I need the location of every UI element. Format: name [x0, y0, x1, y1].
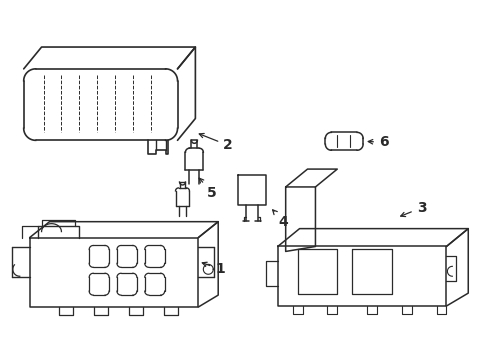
Text: 2: 2 [199, 134, 232, 152]
Text: 3: 3 [400, 201, 426, 217]
Text: 4: 4 [272, 210, 288, 229]
Text: 5: 5 [199, 178, 217, 200]
Text: 1: 1 [202, 262, 224, 276]
Text: 6: 6 [367, 135, 388, 149]
